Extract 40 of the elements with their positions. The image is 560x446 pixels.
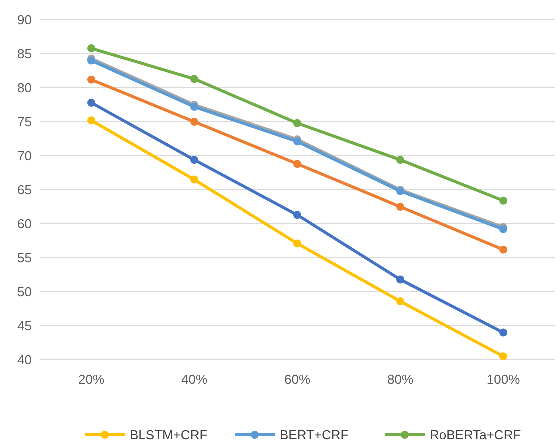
point [294, 160, 302, 168]
point [190, 156, 198, 164]
point [396, 203, 404, 211]
x-tick-label: 20% [78, 372, 105, 387]
y-tick-label: 70 [18, 148, 32, 164]
point [396, 276, 404, 284]
point [88, 116, 96, 125]
legend-label: BERT+CRF [280, 428, 349, 443]
y-tick-label: 90 [18, 12, 32, 28]
point [190, 118, 198, 126]
y-tick-label: 60 [18, 216, 32, 232]
point [396, 298, 404, 306]
point [294, 211, 302, 220]
point [500, 352, 508, 361]
point [190, 176, 198, 184]
point [88, 44, 96, 53]
point [294, 119, 302, 128]
y-tick-label: 75 [18, 114, 32, 130]
y-tick-label: 85 [18, 46, 32, 62]
point [500, 328, 508, 337]
point [190, 103, 198, 112]
legend-label: BLSTM+CRF [130, 428, 208, 443]
x-tick-label: 40% [181, 372, 208, 387]
x-tick-label: 100% [486, 372, 521, 387]
y-tick-label: 40 [18, 352, 32, 368]
point [500, 246, 508, 254]
point [500, 196, 508, 205]
y-tick-label: 45 [18, 318, 32, 334]
x-tick-label: 60% [284, 372, 311, 387]
legend-label: RoBERTa+CRF [430, 428, 522, 443]
y-tick-label: 65 [18, 182, 32, 198]
x-tick-label: 80% [387, 372, 414, 387]
point [88, 76, 96, 84]
y-tick-label: 80 [18, 80, 32, 96]
point [190, 75, 198, 84]
point [396, 156, 404, 164]
point [88, 98, 96, 107]
point [294, 240, 302, 248]
y-tick-label: 55 [18, 250, 32, 266]
y-tick-label: 50 [18, 284, 32, 300]
